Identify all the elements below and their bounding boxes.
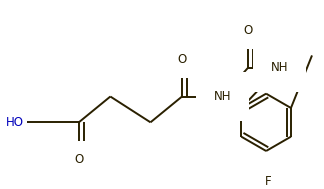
Text: HO: HO [6,116,24,129]
Text: O: O [178,53,187,66]
Text: O: O [74,153,84,166]
Text: NH: NH [271,61,288,74]
Text: O: O [243,24,253,37]
Text: F: F [265,175,271,188]
Text: NH: NH [214,90,231,103]
